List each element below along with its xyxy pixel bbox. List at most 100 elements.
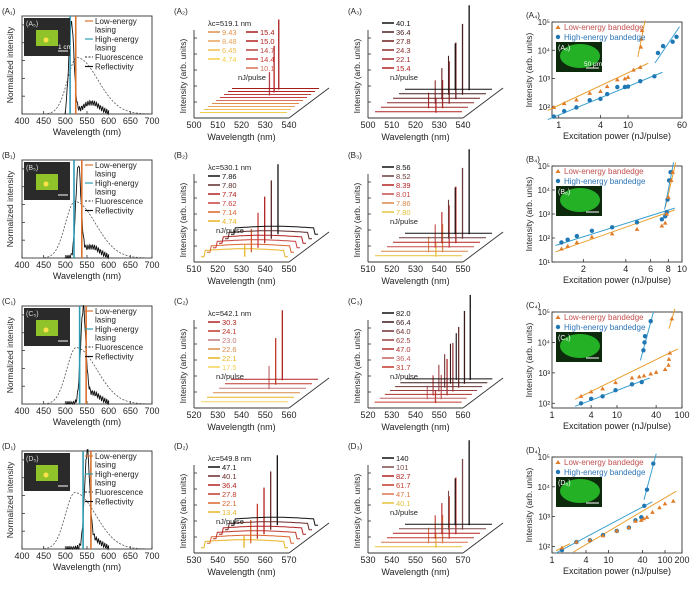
low-energy-point — [664, 211, 670, 216]
legend-value: 14.4 — [260, 55, 275, 64]
legend-entry: 10.1 — [246, 64, 275, 73]
panel-label: (A₂) — [174, 7, 188, 16]
x-tick-label: 200 — [674, 555, 689, 565]
high-energy-point — [634, 220, 640, 225]
panel-label: (B₁) — [2, 151, 16, 160]
panel-label: (A₁) — [2, 7, 16, 16]
high-energy-point — [613, 387, 618, 393]
legend-entry: 30.3 — [208, 318, 237, 327]
legend-entry: 62.5 — [382, 336, 411, 345]
panel-label: (C₃) — [348, 297, 363, 306]
high-energy-point — [651, 461, 656, 466]
inset-label: (A₆) — [558, 45, 570, 52]
y-axis-label: Intensity (arb. units) — [352, 474, 362, 549]
legend-value: 7.74 — [222, 190, 237, 199]
x-tick-label: 4 — [623, 264, 628, 274]
low-energy-point — [648, 371, 654, 376]
panel-c2: (C₂) 520 530 540 550 560 Wavelength (nm) Intens… — [174, 297, 330, 432]
legend-text: Low-energy — [95, 17, 137, 26]
legend-value: 36.4 — [222, 481, 237, 490]
high-energy-point — [574, 233, 580, 239]
x-tick-label: 400 — [14, 116, 29, 126]
x-axis-label: Excitation power (nJ/pulse) — [563, 566, 671, 576]
y-tick-label: 10⁴ — [538, 483, 551, 492]
x-tick-label: 540 — [455, 120, 470, 130]
low-energy-point — [669, 316, 675, 321]
y-tick-label: 10¹ — [538, 258, 550, 267]
low-energy-point — [587, 90, 593, 95]
panel-c4: (C₄) 1 4 10 40 100 10² 10³ 10⁴ 10⁵ Excitation powe… — [524, 301, 690, 431]
low-energy-point — [670, 498, 676, 503]
x-axis-label: Wavelength (nm) — [381, 422, 449, 432]
legend-entry: 36.4 — [382, 28, 411, 37]
legend-text: Fluorescence — [95, 488, 144, 497]
x-tick-label: 4 — [584, 555, 589, 565]
legend-entry: 140 — [382, 454, 409, 463]
legend-text: lasing — [95, 461, 116, 470]
y-tick-label: 10³ — [538, 75, 550, 84]
low-energy-point — [622, 76, 628, 81]
legend-fluorescence: Fluorescence — [85, 343, 144, 352]
panel-b2: (B₂) 510 520 530 540 550 Wavelength (nm) Intens… — [174, 151, 330, 286]
low-energy-point — [666, 356, 672, 361]
unit-label: nJ/pulse — [238, 73, 266, 82]
legend-reflectivity: Reflectivity — [85, 207, 134, 216]
legend-value: 4.74 — [222, 55, 237, 64]
low-energy-point — [625, 74, 631, 79]
legend-entry: 14.4 — [246, 55, 275, 64]
depth-axis — [288, 377, 330, 409]
x-tick-label: 530 — [258, 120, 273, 130]
panel-label: (A₃) — [348, 7, 362, 16]
legend-text: Fluorescence — [95, 343, 144, 352]
legend-value: 7.80 — [222, 181, 237, 190]
unit-label: nJ/pulse — [216, 517, 244, 526]
legend-low-energy: Low-energy bandedge — [564, 313, 644, 322]
legend-entry: 40.1 — [382, 19, 411, 28]
x-tick-label: 10 — [612, 410, 622, 420]
legend-reflectivity: Reflectivity — [85, 63, 134, 72]
x-tick-label: 600 — [101, 406, 116, 416]
legend-entry: 24.1 — [208, 327, 237, 336]
green-emission — [560, 334, 600, 358]
legend-entry: 15.4 — [382, 64, 411, 73]
x-tick-label: 10 — [677, 264, 687, 274]
x-tick-label: 560 — [432, 555, 447, 565]
legend-fluorescence: Fluorescence — [85, 488, 144, 497]
legend-entry: 22.6 — [208, 345, 237, 354]
x-tick-label: 400 — [14, 260, 29, 270]
x-tick-label: 4 — [589, 410, 594, 420]
panel-label: (C₁) — [2, 297, 16, 306]
legend-value: 62.5 — [396, 336, 411, 345]
legend-entry: 47.1 — [208, 463, 237, 472]
legend-text: High-energy — [95, 179, 139, 188]
inset-label: (D₆) — [558, 480, 571, 487]
high-energy-fit-superlinear — [654, 26, 680, 64]
low-energy-point — [641, 373, 647, 378]
y-axis-label: Normalized intensity — [5, 26, 15, 103]
legend-text: Low-energy — [95, 452, 137, 461]
x-tick-label: 650 — [123, 260, 138, 270]
x-tick-label: 4 — [598, 120, 603, 130]
lambda-c-label: λc=530.1 nm — [208, 163, 251, 172]
x-axis-label: Wavelength (nm) — [207, 567, 275, 577]
high-energy-point — [588, 396, 594, 402]
low-energy-point — [615, 77, 620, 82]
x-tick-label: 450 — [36, 406, 51, 416]
x-tick-label: 560 — [258, 555, 273, 565]
legend-value: 15.4 — [260, 28, 275, 37]
high-energy-point — [629, 382, 635, 387]
x-tick-label: 540 — [408, 410, 423, 420]
legend-entry: 7.80 — [382, 208, 411, 217]
panel-a1: (A₁) 400 450 500 550 600 650 700 Wavelength (nm)… — [2, 7, 160, 137]
inset-micrograph: (A₆) 50 μm — [556, 42, 602, 72]
legend-entry: 7.74 — [208, 190, 237, 199]
spectrum-trace — [213, 530, 300, 540]
inset-photo: (A₅) 1 cm — [24, 18, 72, 56]
legend-high-energy: High-energy bandedge — [564, 177, 646, 186]
low-energy-point — [613, 380, 618, 385]
legend-entry: 66.4 — [382, 318, 411, 327]
legend-value: 6.45 — [222, 46, 237, 55]
reflectivity-curve — [64, 449, 110, 551]
